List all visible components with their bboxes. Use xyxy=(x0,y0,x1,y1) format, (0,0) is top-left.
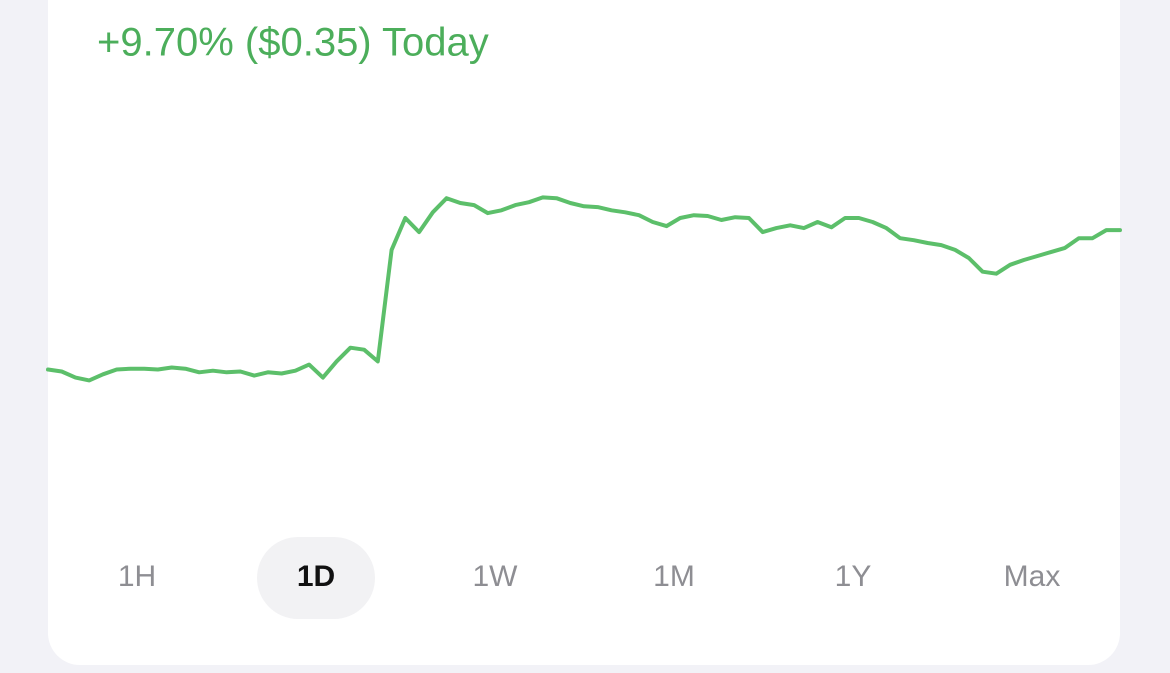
card xyxy=(48,0,1120,665)
range-tabs: 1H 1D 1W 1M 1Y Max xyxy=(118,537,1061,619)
change-label: +9.70% ($0.35) Today xyxy=(97,21,489,65)
range-tab[interactable]: 1M xyxy=(653,560,695,593)
selected-tab-bg xyxy=(257,537,375,619)
range-tab[interactable]: 1D xyxy=(297,560,335,593)
range-tab[interactable]: Max xyxy=(1004,560,1061,593)
range-tab[interactable]: 1H xyxy=(118,560,156,593)
range-tab[interactable]: 1Y xyxy=(835,560,872,593)
range-tab[interactable]: 1W xyxy=(473,560,519,593)
price-line xyxy=(46,195,1122,383)
